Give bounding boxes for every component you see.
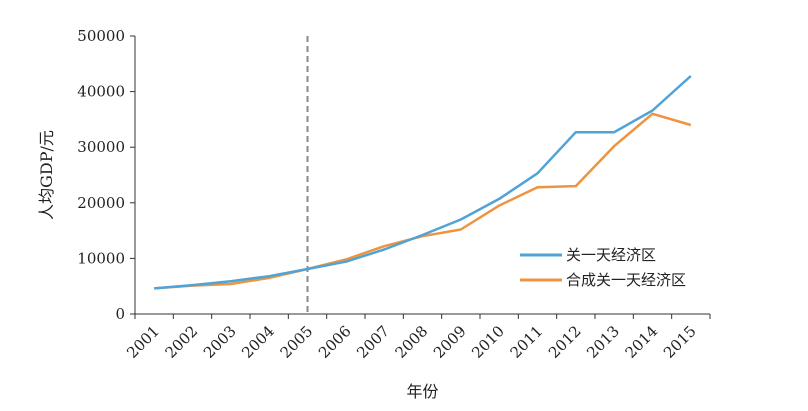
x-tick-label: 2004: [238, 322, 278, 362]
x-tick-label: 2015: [660, 322, 700, 362]
series-line-0: [154, 75, 692, 290]
legend-label: 合成关一天经济区: [566, 271, 686, 289]
x-tick-label: 2014: [622, 322, 662, 362]
y-axis: 0 10000 20000 30000 40000 50000: [77, 27, 136, 323]
x-tick-label: 2003: [200, 322, 240, 362]
x-axis: 2001200220032004200520062007200820092010…: [123, 313, 711, 362]
y-tick-label: 40000: [77, 83, 125, 101]
x-tick-label: 2010: [468, 322, 508, 362]
x-tick-label: 2006: [315, 322, 355, 362]
x-tick-label: 2002: [162, 322, 202, 362]
y-tick-label: 10000: [77, 249, 125, 267]
series-group: [154, 75, 692, 290]
x-tick-label: 2009: [430, 322, 470, 362]
x-tick-label: 2011: [507, 322, 547, 362]
y-tick-label: 20000: [77, 194, 125, 212]
x-tick-label: 2005: [277, 322, 317, 362]
x-tick-label: 2013: [583, 322, 623, 362]
x-tick-label: 2012: [545, 322, 585, 362]
x-tick-label: 2008: [392, 322, 432, 362]
y-tick-label: 0: [115, 305, 125, 323]
y-tick-label: 30000: [77, 138, 125, 156]
x-tick-label: 2001: [123, 322, 163, 362]
y-axis-title: 人均GDP/元: [37, 130, 56, 220]
legend-label: 关一天经济区: [566, 246, 656, 264]
x-tick-label: 2007: [353, 322, 393, 362]
x-axis-title: 年份: [406, 382, 438, 401]
y-tick-label: 50000: [77, 27, 125, 45]
